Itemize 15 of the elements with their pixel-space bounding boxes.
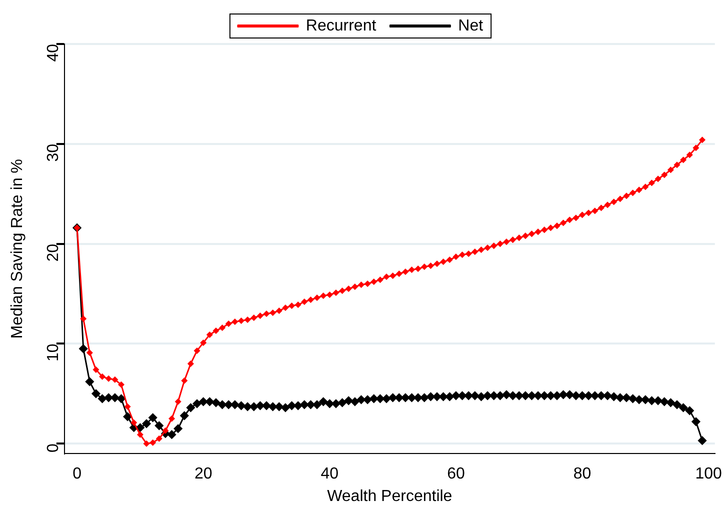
y-tick-label: 30 xyxy=(44,144,62,162)
x-tick-label: 80 xyxy=(573,466,592,483)
x-tick-label: 0 xyxy=(72,466,82,483)
legend-label: Recurrent xyxy=(306,17,377,34)
y-tick-label: 0 xyxy=(44,444,62,453)
x-axis-title: Wealth Percentile xyxy=(327,488,452,505)
y-tick-label: 20 xyxy=(44,244,62,262)
x-tick-label: 40 xyxy=(320,466,339,483)
legend-label: Net xyxy=(458,17,484,34)
x-tick-label: 100 xyxy=(695,466,722,483)
x-tick-label: 60 xyxy=(447,466,465,483)
y-tick-label: 40 xyxy=(44,44,62,62)
x-tick-label: 20 xyxy=(194,466,212,483)
y-axis-title: Median Saving Rate in % xyxy=(9,158,26,339)
y-tick-label: 10 xyxy=(44,344,62,362)
